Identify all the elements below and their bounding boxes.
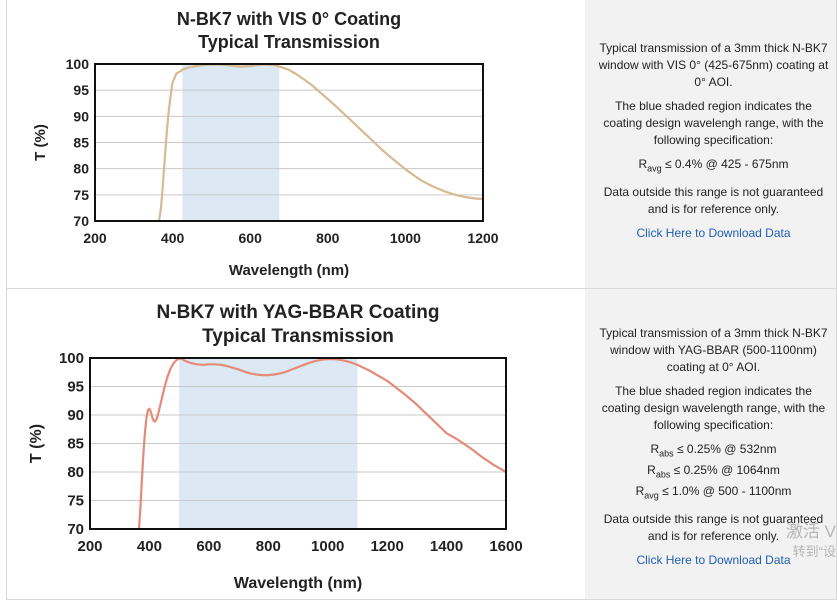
x-tick-label: 200 [77, 538, 102, 555]
x-tick-label: 800 [316, 230, 340, 246]
spec-subscript: avg [644, 490, 659, 501]
x-tick-label: 400 [137, 538, 162, 555]
spec-value: ≤ 0.25% @ 1064nm [670, 462, 780, 477]
description: Typical transmission of a 3mm thick N-BK… [595, 325, 832, 576]
chart-title: N-BK7 with YAG-BBAR Coating [157, 302, 440, 323]
spec-line: Ravg ≤ 0.4% @ 425 - 675nm [595, 156, 832, 177]
x-axis-label: Wavelength (nm) [229, 262, 349, 279]
product-row-yag-bbar: N-BK7 with YAG-BBAR Coating Typical Trans… [6, 288, 837, 600]
x-tick-label: 600 [196, 538, 221, 555]
spec-line: Rabs ≤ 0.25% @ 532nm [595, 441, 832, 462]
y-tick-label: 90 [73, 108, 89, 124]
spec-symbol: R [650, 442, 660, 456]
plot-frame [94, 63, 484, 222]
x-tick-label: 1000 [311, 538, 344, 555]
transmission-line [157, 63, 484, 222]
chart-cell: N-BK7 with YAG-BBAR Coating Typical Trans… [7, 289, 586, 599]
y-tick-label: 100 [66, 56, 90, 72]
x-tick-label: 1400 [430, 538, 463, 555]
description-cell: Typical transmission of a 3mm thick N-BK… [585, 289, 836, 599]
y-tick-label: 90 [67, 407, 84, 424]
y-tick-label: 95 [67, 379, 84, 396]
y-tick-label: 85 [73, 135, 89, 151]
product-row-vis0: N-BK7 with VIS 0° Coating Typical Transmi… [6, 0, 837, 289]
y-tick-label: 100 [59, 350, 84, 367]
x-tick-label: 1600 [489, 538, 522, 555]
spec-subscript: avg [647, 163, 662, 174]
y-tick-label: 85 [67, 436, 84, 453]
watermark-line-2: 转到“设 [792, 544, 836, 559]
disclaimer: Data outside this range is not guarantee… [603, 184, 824, 216]
transmission-line [137, 357, 507, 530]
spec-symbol: R [638, 157, 648, 171]
y-tick-label: 80 [73, 161, 89, 177]
y-tick-label: 95 [73, 82, 89, 98]
x-tick-label: 1200 [370, 538, 403, 555]
spec-symbol: R [635, 483, 645, 498]
description: Typical transmission of a 3mm thick N-BK… [595, 40, 832, 249]
download-data-link[interactable]: Click Here to Download Data [636, 225, 791, 240]
spec-line: Rabs ≤ 0.25% @ 1064nm [595, 462, 832, 483]
x-tick-label: 600 [239, 230, 263, 246]
y-tick-label: 80 [67, 464, 84, 481]
band-explanation: The blue shaded region indicates the coa… [601, 384, 826, 432]
x-tick-label: 800 [256, 538, 281, 555]
chart-cell: N-BK7 with VIS 0° Coating Typical Transmi… [7, 0, 586, 288]
transmission-chart-vis0: N-BK7 with VIS 0° Coating Typical Transmi… [32, 9, 499, 279]
x-tick-label: 400 [161, 230, 185, 246]
transmission-chart-yag-bbar: N-BK7 with YAG-BBAR Coating Typical Trans… [28, 302, 523, 592]
spec-symbol: R [647, 462, 656, 477]
x-tick-label: 1000 [390, 230, 421, 246]
specification-list: Rabs ≤ 0.25% @ 532nm Rabs ≤ 0.25% @ 1064n… [595, 441, 832, 504]
spec-subscript: abs [655, 469, 671, 480]
specification-list: Ravg ≤ 0.4% @ 425 - 675nm [595, 156, 832, 177]
disclaimer: Data outside this range is not guarantee… [603, 511, 824, 543]
watermark-line-1: 激活 V [785, 522, 836, 541]
spec-value: ≤ 1.0% @ 500 - 1100nm [658, 483, 792, 498]
y-tick-label: 75 [67, 493, 84, 510]
x-tick-label: 200 [83, 230, 107, 246]
description-text: Typical transmission of a 3mm thick N-BK… [599, 326, 828, 374]
y-axis-label: T (%) [28, 424, 45, 463]
plot-frame [89, 357, 507, 530]
spec-value: ≤ 0.4% @ 425 - 675nm [661, 157, 789, 171]
spec-line: Ravg ≤ 1.0% @ 500 - 1100nm [595, 483, 832, 504]
description-text: Typical transmission of a 3mm thick N-BK… [598, 41, 829, 89]
y-tick-label: 70 [67, 521, 84, 538]
y-tick-label: 70 [73, 213, 89, 229]
download-data-link[interactable]: Click Here to Download Data [636, 552, 791, 567]
band-explanation: The blue shaded region indicates the coa… [603, 99, 824, 147]
description-cell: Typical transmission of a 3mm thick N-BK… [585, 0, 836, 288]
x-tick-label: 1200 [467, 230, 498, 246]
y-axis-label: T (%) [32, 124, 49, 161]
chart-subtitle: Typical Transmission [198, 32, 380, 52]
chart-subtitle: Typical Transmission [202, 326, 394, 347]
spec-value: ≤ 0.25% @ 532nm [673, 442, 777, 456]
y-tick-label: 75 [73, 187, 89, 203]
x-axis-label: Wavelength (nm) [234, 575, 362, 592]
spec-subscript: abs [659, 448, 674, 459]
chart-title: N-BK7 with VIS 0° Coating [177, 9, 401, 29]
